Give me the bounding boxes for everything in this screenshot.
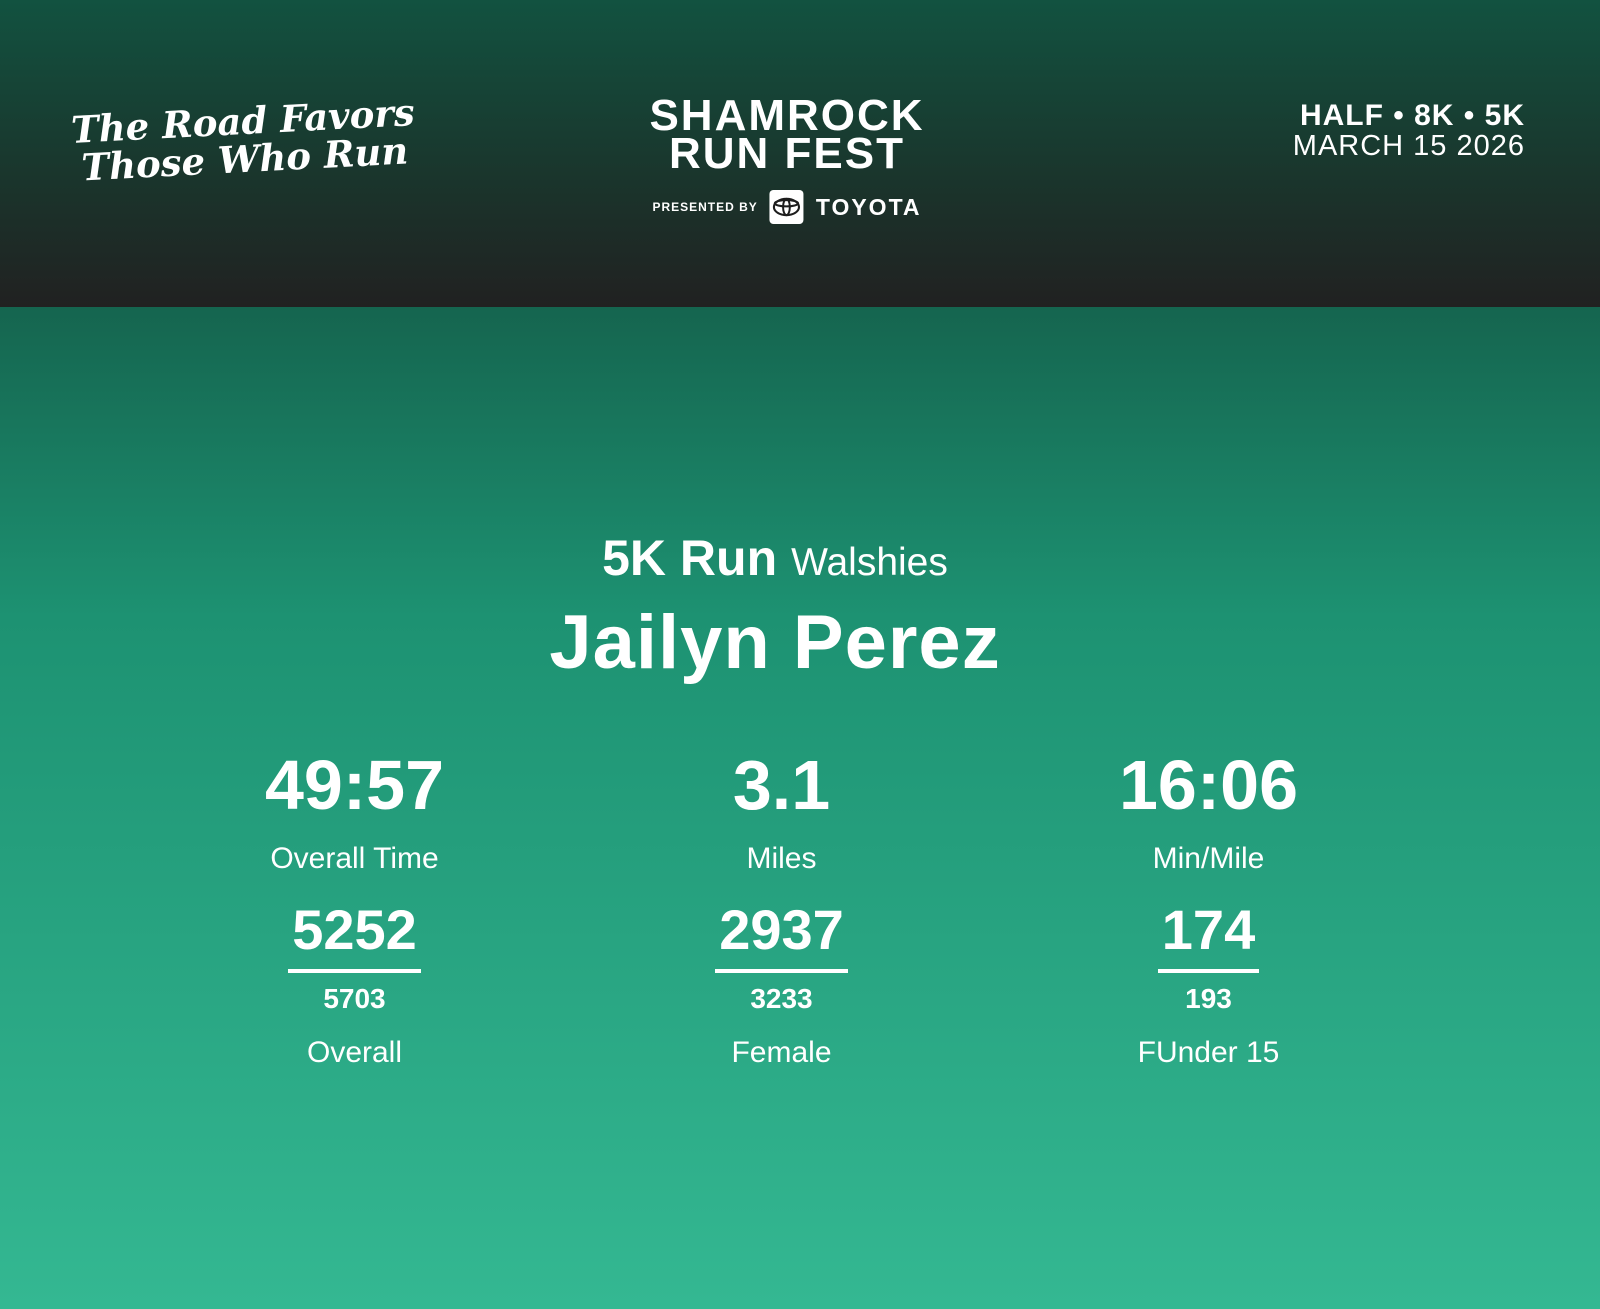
rankings-row: 5252 5703 Overall 2937 3233 Female 174 1… — [141, 902, 1422, 1070]
stat-value: 3.1 — [732, 746, 831, 824]
stat-pace: 16:06 Min/Mile — [995, 750, 1422, 876]
sponsor-wordmark: TOYOTA — [815, 193, 922, 220]
rank-total: 193 — [1185, 983, 1232, 1014]
race-distances: HALF • 8K • 5K — [1299, 99, 1525, 132]
rank-division: 174 193 FUnder 15 — [995, 902, 1422, 1070]
event-name: 5K Run — [602, 530, 778, 586]
rank-label: FUnder 15 — [1137, 1036, 1280, 1069]
stats-row: 49:57 Overall Time 3.1 Miles 16:06 Min/M… — [141, 750, 1422, 876]
rank-overall: 5252 5703 Overall — [141, 902, 568, 1070]
rank-place: 174 — [1157, 902, 1260, 973]
stat-label: Overall Time — [270, 842, 439, 875]
rank-total: 3233 — [750, 983, 813, 1014]
team-name: Walshies — [791, 541, 948, 584]
stat-miles: 3.1 Miles — [568, 750, 995, 876]
rank-place: 2937 — [715, 902, 848, 973]
presented-by-row: PRESENTED BY TOYOTA — [649, 190, 924, 224]
rank-total: 5703 — [323, 983, 386, 1014]
rank-place: 5252 — [288, 902, 421, 973]
event-title-line2: RUN FEST — [668, 129, 905, 178]
stat-value: 49:57 — [264, 746, 445, 824]
rank-female: 2937 3233 Female — [568, 902, 995, 1070]
event-and-team-line: 5K Run Walshies — [0, 529, 1550, 587]
presented-by-label: PRESENTED BY — [652, 200, 758, 214]
rank-label: Female — [731, 1036, 832, 1069]
event-tagline: The Road Favors Those Who Run — [70, 90, 417, 189]
stat-label: Miles — [746, 842, 817, 875]
result-card: 5K Run Walshies Jailyn Perez 49:57 Overal… — [0, 307, 1600, 1309]
stat-overall-time: 49:57 Overall Time — [141, 750, 568, 876]
rank-label: Overall — [306, 1036, 403, 1069]
runner-name: Jailyn Perez — [549, 600, 1001, 685]
event-date: MARCH 15 2026 — [1292, 130, 1525, 162]
toyota-emblem-icon — [769, 190, 804, 224]
stat-label: Min/Mile — [1152, 842, 1265, 875]
stat-value: 16:06 — [1118, 746, 1299, 824]
race-distances-block: HALF • 8K • 5K MARCH 15 2026 — [1293, 100, 1525, 162]
event-title-line1: SHAMROCK — [649, 91, 925, 140]
event-header: The Road Favors Those Who Run SHAMROCK R… — [0, 0, 1600, 307]
event-title-block: SHAMROCK RUN FEST PRESENTED BY TOYOTA — [649, 91, 925, 224]
